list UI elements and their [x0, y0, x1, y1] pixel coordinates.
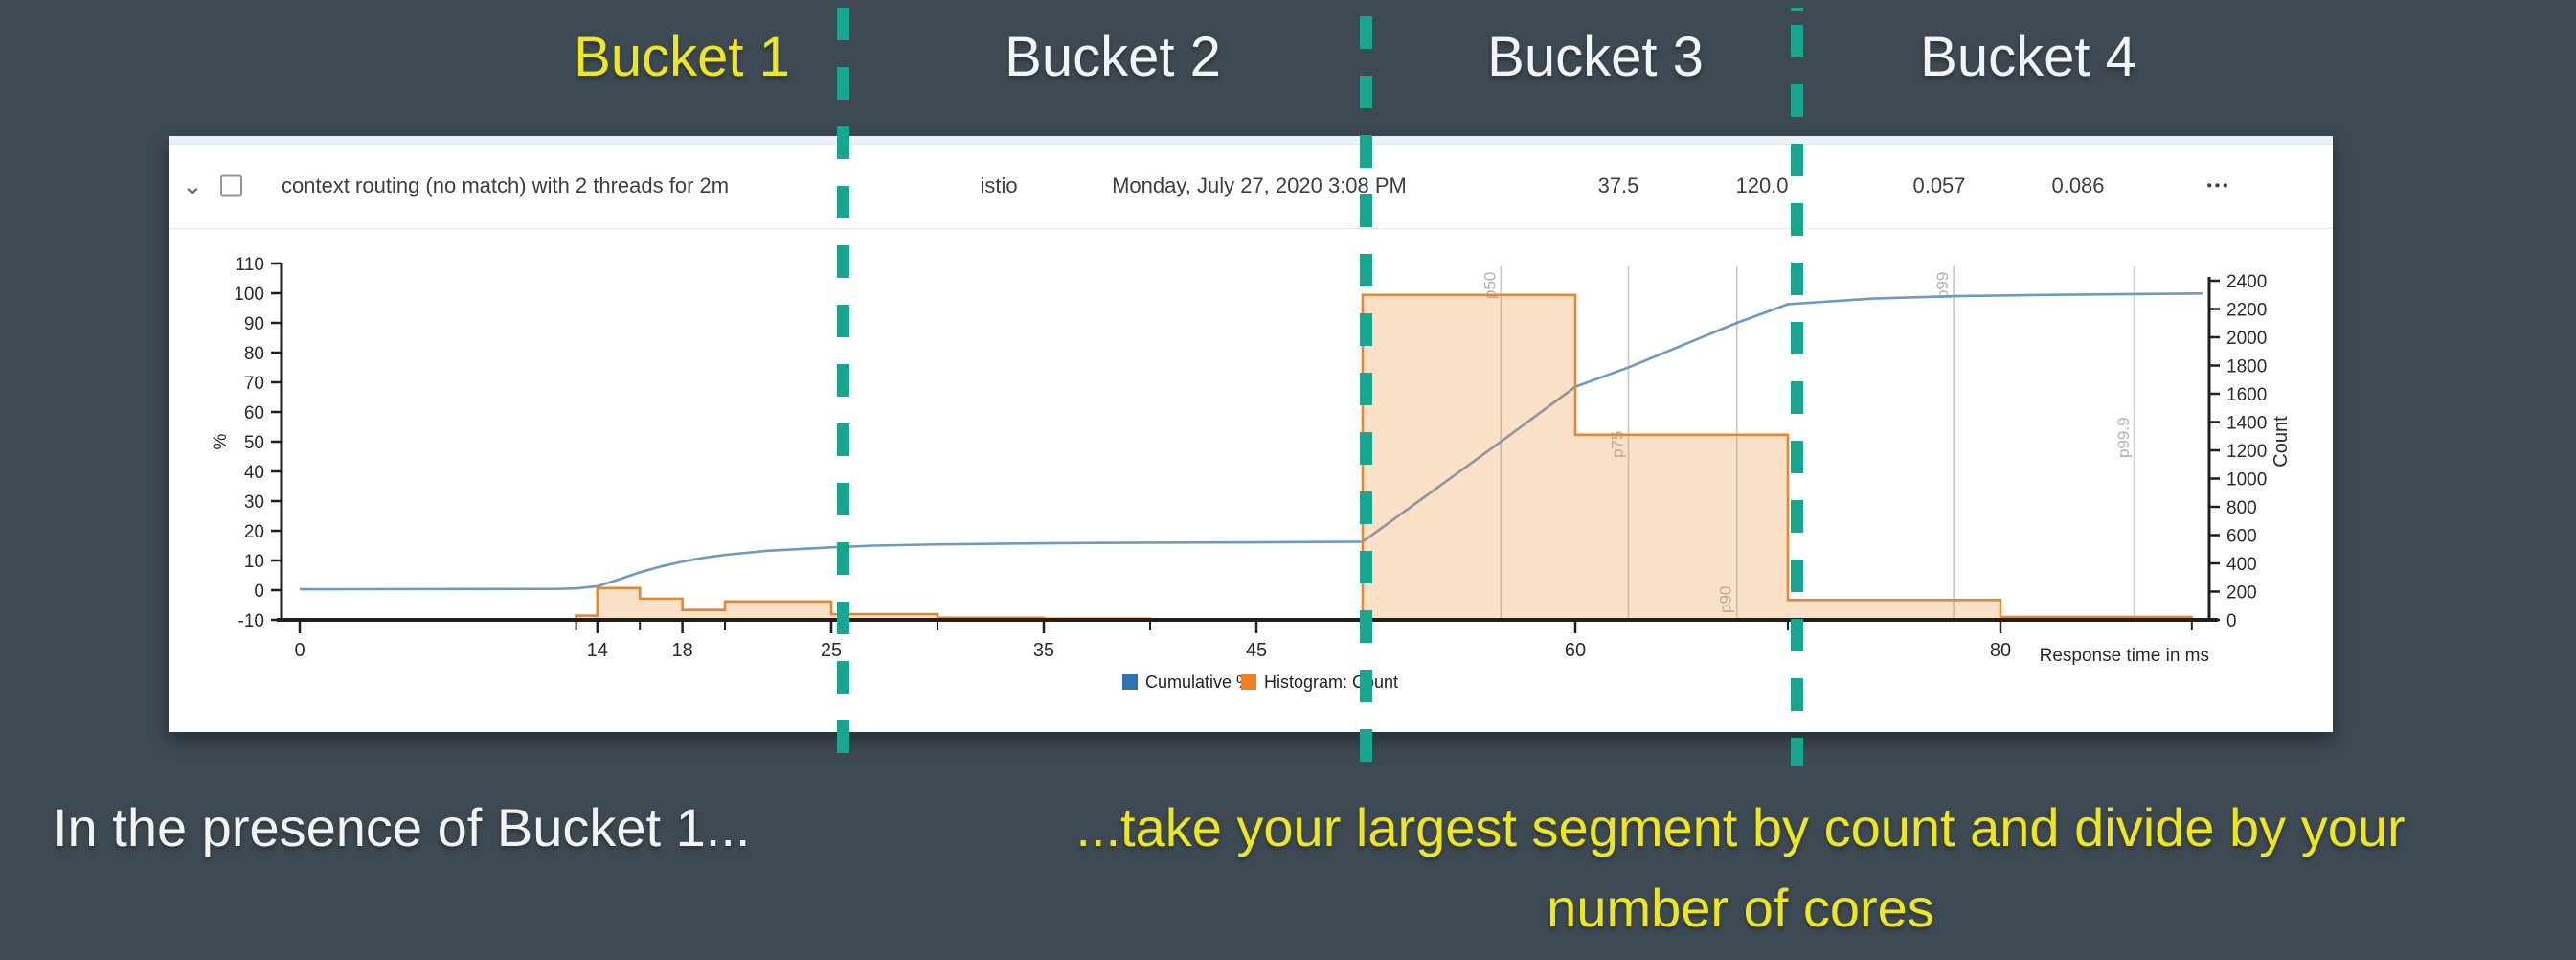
bucket-divider-3	[1791, 8, 1803, 766]
left-tick-label: 20	[244, 522, 264, 542]
left-tick-label: 100	[234, 285, 264, 305]
right-tick-label: 600	[2226, 527, 2257, 547]
test-row[interactable]: ⌄ context routing (no match) with 2 thre…	[169, 144, 2333, 229]
right-tick-label: 1200	[2226, 442, 2267, 462]
x-axis-title: Response time in ms	[2040, 646, 2209, 666]
right-tick-label: 2000	[2226, 329, 2267, 349]
left-tick-label: 70	[244, 374, 264, 394]
bucket-divider-2	[1360, 8, 1372, 766]
left-tick-label: 50	[244, 433, 264, 453]
left-tick-label: 80	[244, 344, 264, 364]
x-tick-label: 60	[1565, 640, 1586, 661]
percentile-label-p50: p50	[1480, 272, 1499, 299]
row-checkbox[interactable]	[220, 174, 242, 197]
left-tick-label: 10	[244, 552, 264, 572]
metric-value-3: 0.086	[2051, 173, 2105, 197]
percentile-label-p75: p75	[1609, 431, 1627, 458]
x-tick-label: 45	[1246, 640, 1267, 661]
test-result-panel: ⌄ context routing (no match) with 2 thre…	[169, 136, 2333, 732]
platform-label: istio	[980, 173, 1018, 197]
bucket-3-label: Bucket 3	[1487, 26, 1704, 88]
legend-swatch-0	[1122, 674, 1138, 690]
caption-right: ...take your largest segment by count an…	[943, 788, 2538, 949]
right-axis-title: Count	[2271, 416, 2292, 468]
left-axis-title: %	[211, 433, 231, 449]
percentile-label-p99.9: p99.9	[2114, 417, 2133, 458]
left-tick-label: 110	[236, 255, 264, 275]
metric-value-0: 37.5	[1597, 173, 1639, 197]
cumulative-line	[299, 292, 2203, 591]
x-tick-label: 14	[587, 640, 608, 661]
right-tick-label: 1600	[2226, 385, 2267, 405]
caption-right-line1: ...take your largest segment by count an…	[1075, 797, 2406, 857]
left-tick-label: 40	[244, 463, 264, 483]
metric-value-2: 0.057	[1912, 173, 1966, 197]
bucket-divider-1	[837, 8, 849, 766]
panel-top-edge	[169, 136, 2333, 145]
left-tick-label: -10	[238, 611, 264, 631]
right-tick-label: 1000	[2226, 470, 2267, 491]
right-tick-label: 1800	[2226, 357, 2267, 377]
x-tick-label: 35	[1033, 640, 1054, 661]
right-tick-label: 200	[2226, 583, 2257, 604]
legend-label-1: Histogram: Count	[1264, 673, 1398, 692]
bucket-1-label: Bucket 1	[574, 26, 790, 88]
left-tick-label: 0	[254, 582, 264, 602]
x-tick-label: 25	[821, 640, 842, 661]
x-tick-label: 18	[671, 640, 692, 661]
histogram-bars-0	[575, 586, 1152, 622]
right-tick-label: 2400	[2226, 272, 2267, 292]
right-tick-label: 2200	[2226, 301, 2267, 321]
test-name: context routing (no match) with 2 thread…	[282, 173, 730, 197]
bucket-4-label: Bucket 4	[1920, 26, 2136, 88]
histogram-bars-1	[1361, 293, 2194, 622]
legend-label-0: Cumulative %	[1145, 673, 1252, 692]
left-tick-label: 60	[244, 403, 264, 423]
left-tick-label: 30	[244, 492, 264, 513]
bucket-2-label: Bucket 2	[1005, 26, 1221, 88]
expand-chevron-icon[interactable]: ⌄	[182, 171, 203, 200]
percentile-label-p90: p90	[1717, 586, 1735, 613]
x-tick-label: 80	[1990, 640, 2011, 661]
x-tick-label: 0	[294, 640, 305, 661]
right-tick-label: 400	[2226, 555, 2257, 575]
caption-left: In the presence of Bucket 1...	[53, 797, 751, 857]
left-tick-label: 90	[244, 314, 264, 334]
run-date: Monday, July 27, 2020 3:08 PM	[1112, 173, 1407, 197]
percentile-label-p99: p99	[1933, 272, 1952, 299]
latency-histogram-chart: p50 p75 p90 p99 p99.9 -10 0 10 20 30 40 50 60 70 80 90 1…	[169, 228, 2333, 732]
right-tick-label: 0	[2226, 611, 2237, 631]
metric-value-1: 120.0	[1735, 173, 1789, 197]
right-tick-label: 800	[2226, 498, 2257, 518]
row-menu-button[interactable]: •••	[2206, 177, 2231, 194]
caption-right-line2: number of cores	[1547, 878, 1934, 938]
legend-swatch-1	[1241, 674, 1256, 690]
right-tick-label: 1400	[2226, 414, 2267, 434]
